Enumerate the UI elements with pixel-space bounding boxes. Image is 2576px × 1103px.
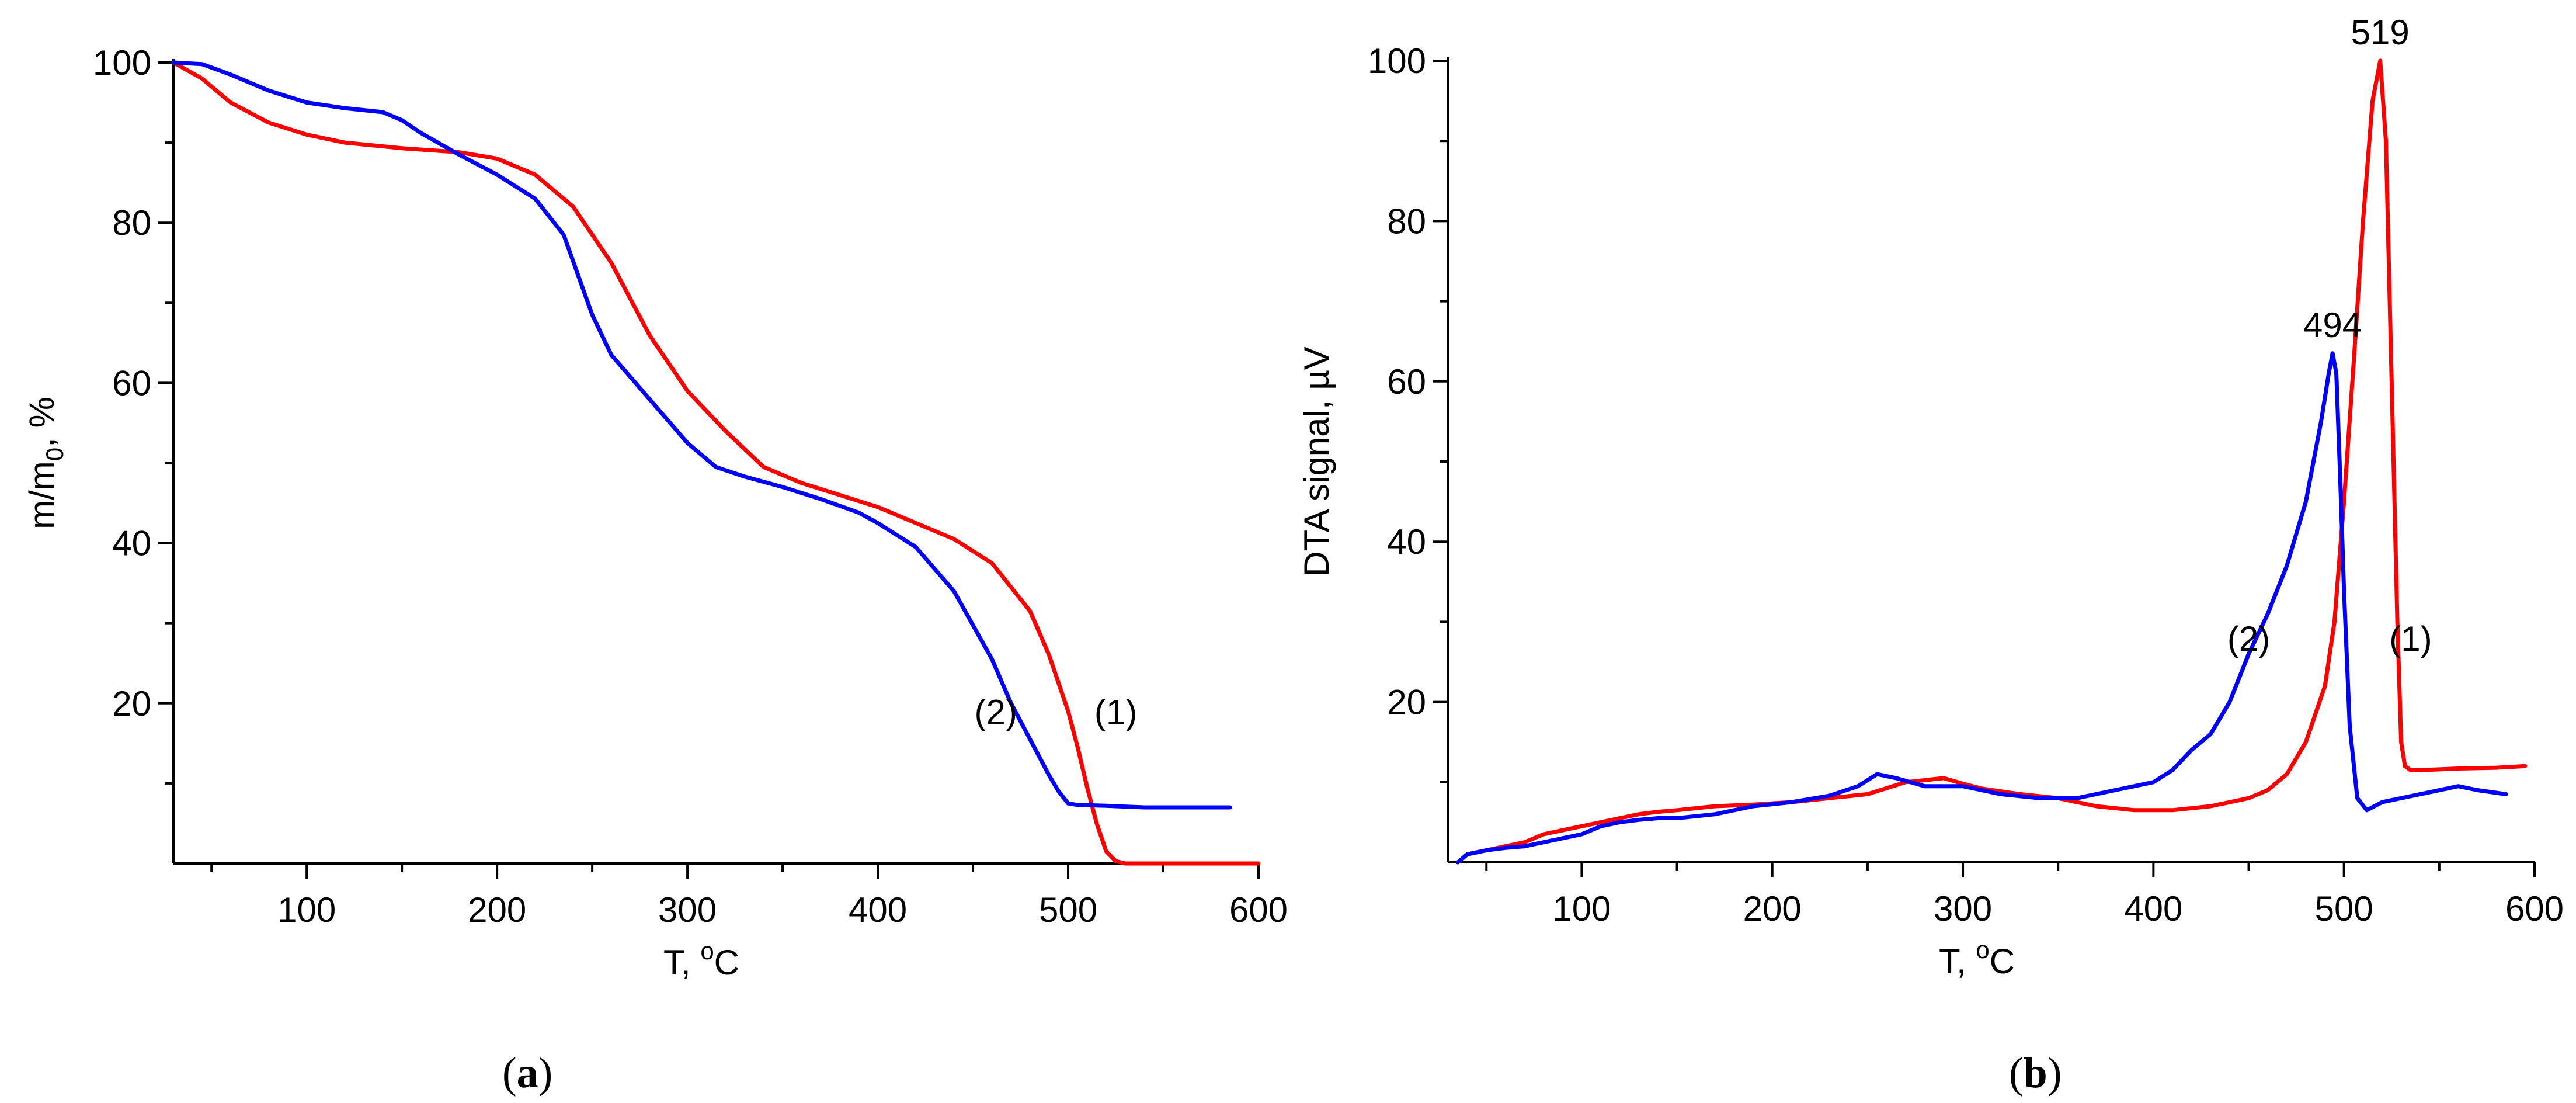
series-1-line bbox=[1455, 58, 2528, 865]
x-tick-label: 200 bbox=[468, 890, 526, 929]
y-tick-label: 100 bbox=[93, 43, 151, 82]
series-2-line bbox=[171, 60, 1232, 810]
series-1-line bbox=[171, 60, 1261, 866]
annotation-label: (1) bbox=[2389, 619, 2432, 658]
annotation-label: (2) bbox=[2227, 619, 2270, 658]
panel-a-chart: 100 200 300 400 500 600 20 40 60 80 100 T, oC m/m0, … bbox=[22, 43, 1288, 982]
panel-b-chart: 100 200 300 400 500 600 20 40 60 80 100 T, oC DTA si… bbox=[1297, 13, 2564, 981]
series-2-line bbox=[1455, 351, 2508, 865]
x-tick-label: 300 bbox=[1934, 889, 1992, 928]
x-tick-label: 200 bbox=[1743, 889, 1802, 928]
x-tick-label: 500 bbox=[2315, 889, 2373, 928]
x-axis-label: T, oC bbox=[663, 937, 739, 982]
x-tick-label: 600 bbox=[2505, 889, 2564, 928]
x-tick-label: 500 bbox=[1039, 890, 1097, 929]
x-tick-label: 100 bbox=[277, 890, 336, 929]
annotation-label: 494 bbox=[2303, 306, 2362, 345]
y-axis-label: DTA signal, µV bbox=[1297, 346, 1336, 577]
y-tick-label: 20 bbox=[112, 684, 151, 723]
x-tick-label: 400 bbox=[849, 890, 907, 929]
y-tick-label: 60 bbox=[1387, 362, 1426, 401]
annotation-label: (1) bbox=[1094, 693, 1137, 732]
y-tick-label: 60 bbox=[112, 363, 151, 403]
x-tick-label: 300 bbox=[658, 890, 717, 929]
y-tick-label: 100 bbox=[1368, 41, 1426, 81]
annotation-label: (2) bbox=[974, 693, 1017, 732]
y-tick-label: 40 bbox=[112, 524, 151, 563]
y-axis-label: m/m0, % bbox=[22, 397, 68, 529]
x-tick-label: 600 bbox=[1229, 890, 1288, 929]
y-tick-label: 20 bbox=[1387, 683, 1426, 722]
annotation-label: 519 bbox=[2351, 13, 2410, 52]
panel-b-caption: (b) bbox=[2009, 1049, 2062, 1097]
x-tick-label: 400 bbox=[2124, 889, 2182, 928]
y-tick-label: 40 bbox=[1387, 522, 1426, 561]
x-axis-label: T, oC bbox=[1939, 936, 2015, 981]
x-tick-label: 100 bbox=[1552, 889, 1611, 928]
y-tick-label: 80 bbox=[1387, 202, 1426, 241]
panel-a-caption: (a) bbox=[502, 1049, 553, 1097]
y-tick-label: 80 bbox=[112, 203, 151, 242]
